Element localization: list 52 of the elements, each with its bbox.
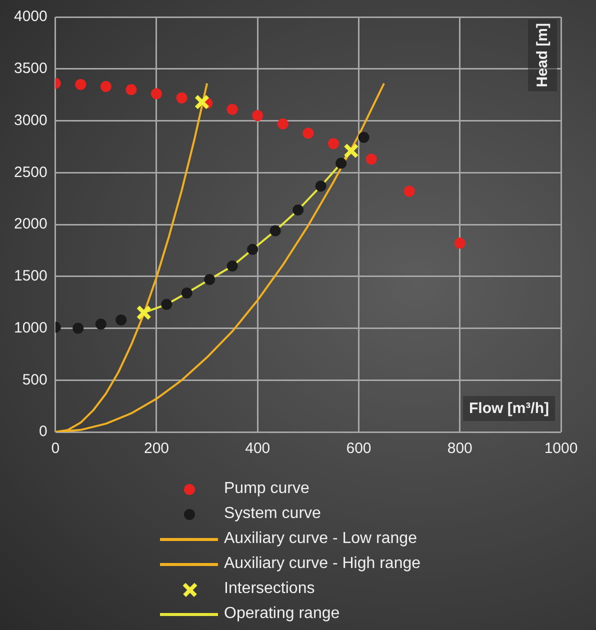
x-tick-label: 600: [346, 440, 372, 458]
point: [194, 94, 210, 110]
point: [252, 110, 264, 122]
legend-label: Intersections: [224, 580, 315, 598]
point: [226, 260, 238, 272]
legend-label: Auxiliary curve - High range: [224, 554, 421, 572]
x-tick-label: 1000: [544, 440, 578, 458]
point: [150, 88, 162, 100]
point: [336, 158, 347, 169]
legend-label: Operating range: [224, 604, 340, 622]
point: [161, 298, 172, 310]
point: [292, 204, 304, 216]
point: [277, 118, 288, 130]
point: [315, 180, 326, 192]
y-tick-label: 3500: [14, 60, 48, 78]
point: [247, 244, 258, 255]
point: [72, 322, 84, 334]
x-axis-title: Flow [m³/h]: [463, 396, 555, 421]
y-tick-label: 1000: [14, 319, 48, 336]
legend-label: Pump curve: [224, 480, 310, 498]
point: [204, 274, 216, 285]
point: [226, 104, 238, 115]
legend-label: System curve: [224, 504, 321, 522]
point: [100, 81, 112, 92]
point: [404, 186, 415, 197]
point: [116, 314, 127, 326]
x-tick-label: 200: [144, 440, 170, 458]
y-axis-title: Head [m]: [528, 19, 557, 92]
x-tick-label: 800: [447, 440, 472, 458]
point: [270, 225, 281, 236]
point: [328, 138, 339, 150]
x-tick-label: 400: [245, 440, 270, 458]
y-tick-label: 2000: [14, 216, 48, 233]
point: [95, 318, 106, 330]
y-tick-label: 0: [39, 423, 48, 440]
point: [75, 78, 86, 90]
point: [358, 132, 370, 143]
point: [344, 143, 359, 158]
point: [181, 287, 192, 298]
point: [366, 154, 377, 165]
y-tick-label: 500: [22, 371, 48, 388]
y-tick-label: 2500: [14, 164, 48, 181]
x-tick-label: 0: [51, 440, 60, 458]
point: [454, 238, 466, 249]
y-tick-label: 4000: [14, 8, 48, 26]
legend-label: Auxiliary curve - Low range: [224, 530, 417, 548]
point: [176, 92, 188, 104]
point: [136, 305, 152, 320]
y-tick-label: 3000: [14, 112, 48, 129]
point: [126, 84, 137, 96]
y-tick-label: 1500: [14, 268, 48, 285]
point: [302, 128, 314, 139]
